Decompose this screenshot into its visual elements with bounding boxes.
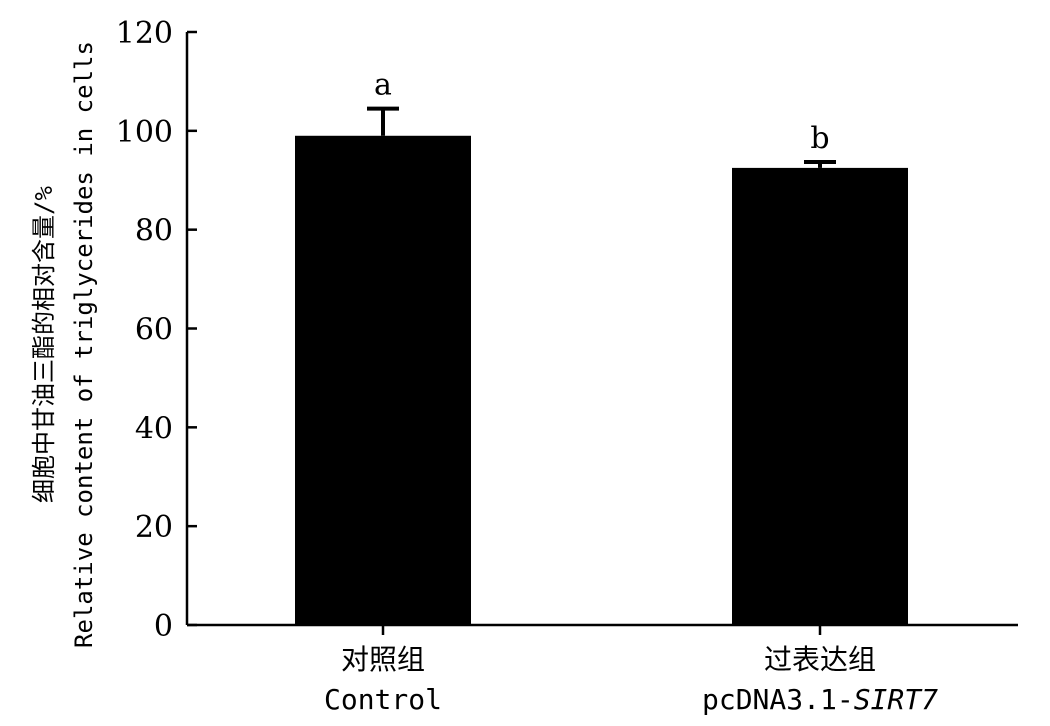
x-category-label-en: Control — [324, 683, 442, 716]
y-tick-label: 120 — [116, 16, 173, 51]
x-category-label-cn: 过表达组 — [764, 643, 876, 676]
y-axis-label: 细胞中甘油三酯的相对含量/% Relative content of trigly… — [30, 41, 98, 648]
x-axis: 对照组 Control 过表达组 pcDNA3.1-SIRT7 — [187, 623, 1018, 716]
bar — [295, 135, 471, 625]
y-axis-label-cn: 细胞中甘油三酯的相对含量/% — [30, 186, 58, 503]
x-category-label-cn: 对照组 — [341, 643, 425, 676]
y-tick-label: 20 — [135, 510, 173, 545]
y-tick-label: 40 — [135, 411, 173, 446]
y-tick-label: 80 — [135, 214, 173, 249]
y-tick-label: 100 — [116, 115, 173, 150]
y-axis-label-en: Relative content of triglycerides in cel… — [70, 41, 98, 648]
bar — [732, 167, 908, 626]
significance-label: b — [810, 121, 829, 156]
y-tick-label: 60 — [135, 313, 173, 348]
y-tick-label: 0 — [154, 609, 173, 644]
y-axis: 0 20 40 60 80 100 120 — [116, 16, 197, 644]
significance-label: a — [374, 68, 392, 103]
x-category-label-en: pcDNA3.1-SIRT7 — [702, 683, 938, 716]
bars: ab — [295, 68, 908, 626]
